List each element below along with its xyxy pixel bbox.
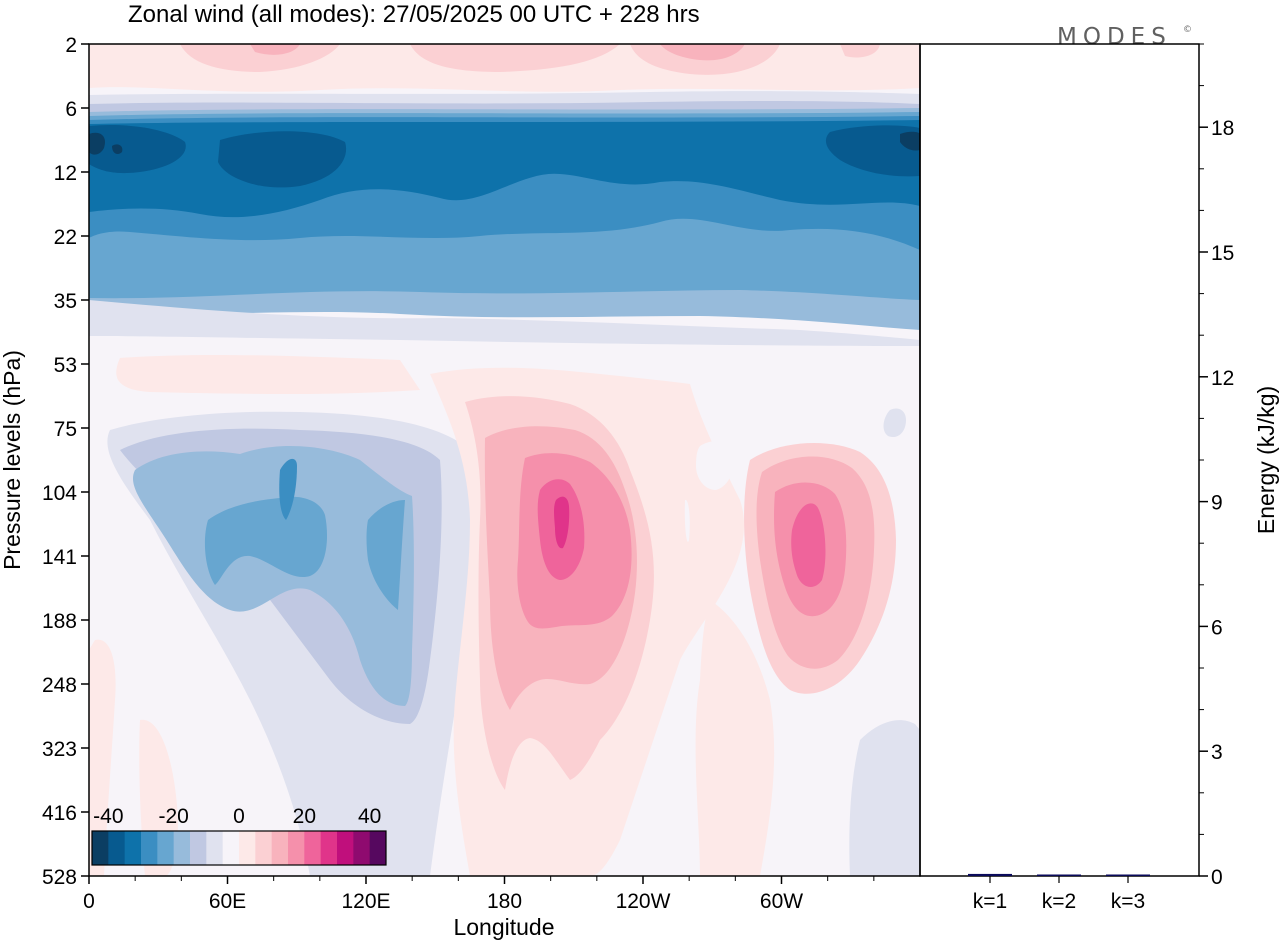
energy-tick-label: 3 bbox=[1211, 741, 1223, 764]
colorbar-swatch bbox=[320, 831, 338, 865]
contour-easterly-m20 bbox=[204, 496, 405, 610]
contour-map bbox=[89, 44, 920, 876]
colorbar-swatch bbox=[271, 831, 289, 865]
energy-tick-label: 6 bbox=[1211, 616, 1223, 639]
colorbar-tick-label: -20 bbox=[158, 805, 188, 828]
contour-jet-m30-mid bbox=[218, 131, 347, 188]
pressure-tick-label: 104 bbox=[42, 482, 77, 505]
colorbar-swatch bbox=[173, 831, 191, 865]
energy-bar-chart: 0 3 6 9 12 15 18 k=1 k=2 k=3 bbox=[968, 43, 1234, 913]
contour-upper-pink-strong bbox=[250, 44, 745, 61]
longitude-tick-label: 60E bbox=[209, 890, 246, 913]
pressure-tick-label: 188 bbox=[42, 610, 77, 633]
energy-bar bbox=[1106, 874, 1150, 876]
chart-title: Zonal wind (all modes): 27/05/2025 00 UT… bbox=[128, 1, 700, 28]
colorbar-swatch bbox=[304, 831, 322, 865]
colorbar-swatch bbox=[255, 831, 273, 865]
contour-jet-m35-west bbox=[89, 132, 123, 155]
colorbar-swatch bbox=[92, 831, 109, 865]
pressure-axis-label: Pressure levels (hPa) bbox=[0, 350, 25, 570]
longitude-tick-label: 60W bbox=[760, 890, 803, 913]
energy-tick-label: 0 bbox=[1211, 866, 1223, 889]
contour-jet-m30-east bbox=[825, 125, 920, 177]
colorbar-tick-label: 20 bbox=[293, 805, 316, 828]
pressure-axis: 2 6 12 22 35 53 75 104 141 188 248 323 416 528 bbox=[42, 34, 89, 889]
contour-easterly-m25 bbox=[279, 458, 297, 520]
energy-category-label: k=2 bbox=[1042, 890, 1076, 913]
pressure-tick-label: 6 bbox=[65, 98, 77, 121]
energy-axis-label: Energy (kJ/kg) bbox=[1253, 386, 1279, 534]
colorbar-swatch bbox=[369, 831, 387, 865]
energy-tick-label: 9 bbox=[1211, 492, 1223, 515]
pressure-tick-label: 528 bbox=[42, 866, 77, 889]
colorbar-swatch bbox=[124, 831, 142, 865]
colorbar-swatch bbox=[141, 831, 158, 865]
contour-lower-right-lavender bbox=[849, 720, 920, 876]
energy-tick-label: 18 bbox=[1211, 117, 1234, 140]
colorbar-tick-label: 40 bbox=[358, 805, 381, 828]
energy-bar bbox=[968, 873, 1012, 876]
contour-53-pink bbox=[116, 354, 420, 394]
energy-bar bbox=[1037, 874, 1081, 876]
pressure-tick-label: 2 bbox=[65, 34, 77, 57]
contour-jet-m35-east bbox=[900, 131, 920, 151]
energy-category-label: k=3 bbox=[1111, 890, 1145, 913]
longitude-tick-label: 120E bbox=[341, 890, 390, 913]
modes-logo: MODES © bbox=[1057, 24, 1192, 50]
colorbar: -40 -20 0 20 40 bbox=[91, 805, 387, 866]
pressure-tick-label: 141 bbox=[42, 546, 77, 569]
contour-strat-light bbox=[89, 300, 920, 346]
pressure-tick-label: 22 bbox=[54, 226, 77, 249]
colorbar-swatch bbox=[190, 831, 207, 865]
longitude-tick-label: 120W bbox=[616, 890, 671, 913]
energy-category-label: k=1 bbox=[973, 890, 1007, 913]
contour-westerly2-25 bbox=[791, 503, 826, 587]
colorbar-swatch bbox=[206, 831, 224, 865]
colorbar-swatch bbox=[157, 831, 175, 865]
pressure-tick-label: 35 bbox=[54, 290, 77, 313]
longitude-axis-label: Longitude bbox=[453, 914, 554, 940]
contour-left-pink bbox=[89, 639, 178, 876]
colorbar-swatch bbox=[222, 831, 240, 865]
longitude-axis: 0 60E 120E 180 120W 60W bbox=[83, 876, 875, 913]
colorbar-swatch bbox=[288, 831, 305, 865]
pressure-tick-label: 416 bbox=[42, 802, 77, 825]
contour-jet-m30-west bbox=[89, 124, 186, 174]
contour-white-sliver bbox=[684, 499, 690, 542]
contour-white-hole bbox=[696, 441, 734, 490]
contour-easterly-m15 bbox=[132, 446, 414, 706]
pressure-tick-label: 323 bbox=[42, 738, 77, 761]
logo-mark: © bbox=[1183, 25, 1192, 35]
longitude-tick-label: 0 bbox=[83, 890, 95, 913]
pressure-tick-label: 12 bbox=[54, 162, 77, 185]
pressure-tick-label: 248 bbox=[42, 674, 77, 697]
pressure-tick-label: 53 bbox=[54, 354, 77, 377]
colorbar-swatch bbox=[353, 831, 371, 865]
colorbar-tick-label: 0 bbox=[233, 805, 245, 828]
pressure-tick-label: 75 bbox=[54, 418, 77, 441]
contour-westerly1-30 bbox=[554, 496, 570, 549]
colorbar-tick-label: -40 bbox=[93, 805, 123, 828]
energy-panel-frame bbox=[919, 43, 1200, 877]
colorbar-swatch bbox=[337, 831, 354, 865]
contour-lower-mid-pink bbox=[695, 600, 775, 876]
logo-text: MODES bbox=[1057, 24, 1172, 50]
colorbar-frame bbox=[91, 830, 387, 866]
longitude-tick-label: 180 bbox=[487, 890, 522, 913]
energy-tick-label: 12 bbox=[1211, 367, 1234, 390]
colorbar-swatch bbox=[108, 831, 126, 865]
colorbar-swatch bbox=[239, 831, 256, 865]
energy-tick-label: 15 bbox=[1211, 242, 1234, 265]
